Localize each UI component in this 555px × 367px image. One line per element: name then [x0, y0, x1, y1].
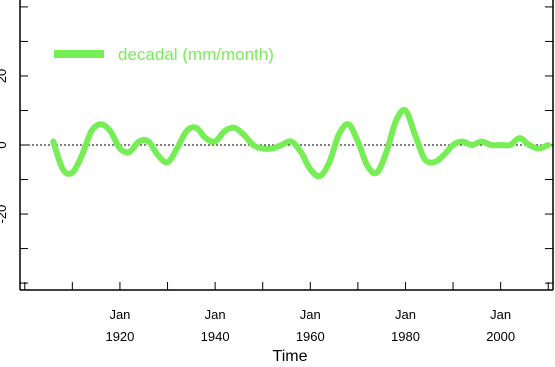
legend: decadal (mm/month) [54, 45, 274, 64]
y-axis-ticks: 20 0 -20 [0, 69, 9, 224]
x-tick-label-month: Jan [205, 307, 226, 322]
x-axis-title: Time [273, 348, 308, 365]
x-axis-ticks: Jan 1920 Jan 1940 Jan 1960 Jan 1980 Jan 2000 [105, 307, 515, 344]
x-tick-label-month: Jan [395, 307, 416, 322]
x-tick-label-year: 1960 [296, 329, 325, 344]
x-tick-label-year: 1920 [105, 329, 134, 344]
x-tick-label-month: Jan [300, 307, 321, 322]
x-tick-label-year: 1940 [201, 329, 230, 344]
x-tick-label-month: Jan [490, 307, 511, 322]
y-tick-label: 0 [0, 141, 9, 148]
x-tick-label-year: 1980 [391, 329, 420, 344]
series-line-decadal [50, 107, 552, 180]
legend-label: decadal (mm/month) [118, 45, 274, 64]
x-tick-label-year: 2000 [486, 329, 515, 344]
x-tick-label-month: Jan [109, 307, 130, 322]
series-group [50, 107, 552, 180]
y-tick-label: 20 [0, 69, 9, 83]
y-tick-label: -20 [0, 205, 9, 224]
